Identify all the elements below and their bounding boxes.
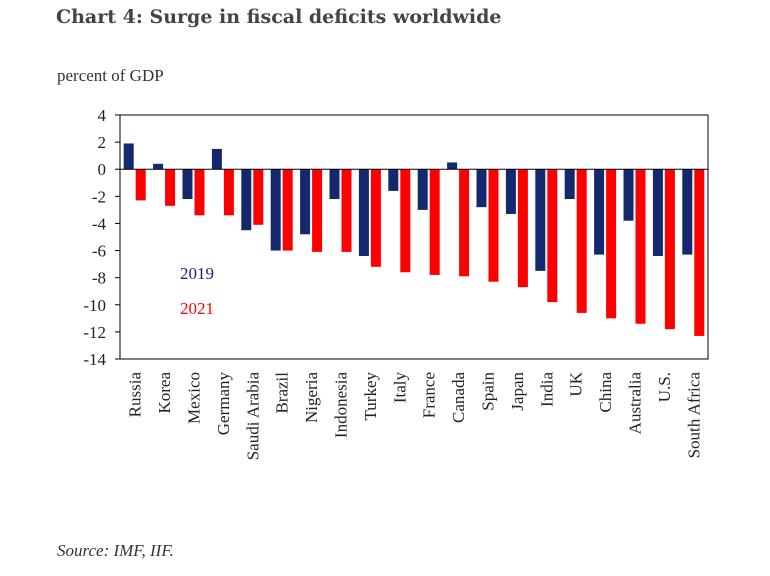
- category-label: Turkey: [361, 372, 380, 421]
- bar-2021-china: [606, 169, 617, 319]
- bar-2021-russia: [135, 169, 146, 201]
- bar-2019-south-africa: [682, 169, 693, 255]
- bar-2019-france: [417, 169, 428, 210]
- category-label: China: [596, 372, 615, 413]
- y-tick-label: -6: [92, 242, 106, 261]
- category-label: Korea: [155, 372, 174, 414]
- category-label: Russia: [126, 372, 145, 418]
- y-tick-label: 0: [98, 160, 107, 179]
- bar-2021-saudi-arabia: [253, 169, 264, 225]
- bar-2021-france: [429, 169, 440, 275]
- bar-2021-indonesia: [341, 169, 352, 252]
- bar-2021-south-africa: [694, 169, 705, 336]
- category-label: U.S.: [655, 372, 674, 402]
- bar-2019-nigeria: [300, 169, 311, 235]
- bar-2019-japan: [505, 169, 516, 214]
- bar-2019-australia: [623, 169, 634, 221]
- category-label: UK: [567, 371, 586, 396]
- category-label: South Africa: [684, 372, 703, 459]
- bar-2019-korea: [153, 163, 164, 170]
- category-label: India: [537, 372, 556, 407]
- plot-frame: [119, 114, 709, 360]
- bar-2021-korea: [165, 169, 176, 206]
- category-label: Italy: [390, 372, 409, 404]
- bar-2019-germany: [211, 148, 222, 170]
- bar-2021-u-s-: [664, 169, 675, 330]
- y-tick-label: -12: [83, 323, 106, 342]
- bar-2021-italy: [400, 169, 411, 273]
- chart-title: Chart 4: Surge in fiscal deficits worldw…: [56, 6, 502, 28]
- source-note: Source: IMF, IIF.: [57, 541, 174, 560]
- category-label: Australia: [626, 372, 645, 435]
- category-label: Brazil: [273, 372, 292, 414]
- y-tick-label: -14: [83, 350, 106, 369]
- category-label: Mexico: [185, 372, 204, 424]
- y-tick-label: -8: [92, 269, 106, 288]
- bar-2019-u-s-: [652, 169, 663, 256]
- bar-2019-spain: [476, 169, 487, 208]
- bar-2019-canada: [447, 162, 458, 170]
- bar-2019-saudi-arabia: [241, 169, 252, 231]
- legend-2019: 2019: [180, 264, 214, 283]
- y-tick-label: 2: [98, 133, 107, 152]
- bar-2019-uk: [564, 169, 575, 200]
- bar-2019-mexico: [182, 169, 193, 200]
- category-label: Indonesia: [332, 372, 351, 439]
- bar-2021-uk: [576, 169, 587, 313]
- bar-2019-russia: [123, 143, 134, 170]
- bar-2021-japan: [517, 169, 528, 288]
- bar-2021-canada: [459, 169, 470, 277]
- bar-2021-mexico: [194, 169, 205, 216]
- bar-2021-turkey: [370, 169, 381, 267]
- y-tick-label: -2: [92, 187, 106, 206]
- bar-2019-italy: [388, 169, 399, 191]
- category-label: Nigeria: [302, 372, 321, 423]
- bar-2021-nigeria: [312, 169, 323, 252]
- category-label: France: [420, 372, 439, 418]
- bar-2021-australia: [635, 169, 646, 324]
- y-tick-label: -4: [92, 214, 107, 233]
- bar-2019-india: [535, 169, 546, 271]
- bar-2019-turkey: [358, 169, 369, 256]
- bar-2019-brazil: [270, 169, 281, 251]
- bar-2021-brazil: [282, 169, 293, 251]
- bar-2021-germany: [223, 169, 234, 216]
- y-tick-label: -10: [83, 296, 106, 315]
- y-tick-label: 4: [98, 106, 107, 125]
- legend-2021: 2021: [180, 299, 214, 318]
- category-label: Japan: [508, 372, 527, 411]
- y-axis-unit-label: percent of GDP: [57, 66, 164, 85]
- category-label: Saudi Arabia: [243, 372, 262, 461]
- bar-2021-india: [547, 169, 558, 303]
- category-label: Spain: [479, 372, 498, 411]
- bar-2019-china: [594, 169, 605, 255]
- category-label: Germany: [214, 372, 233, 436]
- bar-2021-spain: [488, 169, 499, 282]
- bar-2019-indonesia: [329, 169, 340, 200]
- category-label: Canada: [449, 372, 468, 423]
